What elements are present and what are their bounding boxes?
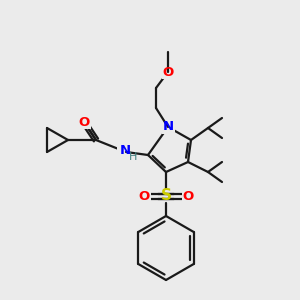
Text: O: O: [138, 190, 150, 202]
FancyBboxPatch shape: [161, 121, 175, 134]
Text: O: O: [162, 65, 174, 79]
FancyBboxPatch shape: [159, 189, 173, 203]
FancyBboxPatch shape: [77, 116, 91, 128]
Text: N: N: [119, 143, 130, 157]
Text: H: H: [129, 152, 137, 162]
Text: S: S: [160, 188, 172, 203]
Text: O: O: [78, 116, 90, 128]
Text: N: N: [162, 121, 174, 134]
Text: O: O: [182, 190, 194, 202]
FancyBboxPatch shape: [182, 190, 194, 202]
FancyBboxPatch shape: [117, 145, 139, 159]
FancyBboxPatch shape: [137, 190, 151, 202]
FancyBboxPatch shape: [161, 65, 175, 79]
